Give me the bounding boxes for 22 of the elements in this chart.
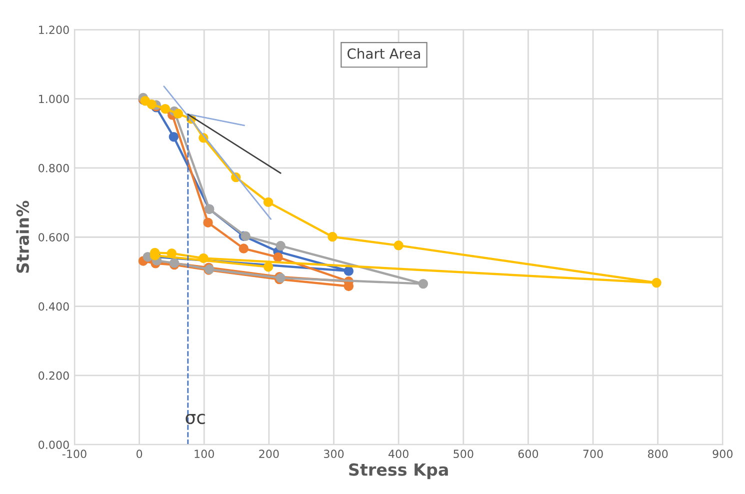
- x-tick-label: 400: [388, 450, 408, 458]
- x-tick-label: 300: [324, 450, 344, 458]
- y-tick-label: 0.200: [38, 371, 69, 380]
- y-tick-label: 1.000: [39, 94, 69, 104]
- x-tick-label: 600: [518, 450, 538, 458]
- x-axis-title: Stress Kpa: [349, 463, 448, 480]
- y-tick-label: 0.600: [38, 233, 69, 242]
- y-tick-label: 1.200: [39, 26, 69, 34]
- x-tick-label: 800: [648, 450, 668, 458]
- annotation: Chart Area: [348, 48, 420, 59]
- y-axis-title: Strain%: [16, 200, 30, 273]
- x-tick-label: 500: [454, 450, 474, 458]
- y-tick-label: 0.400: [38, 302, 69, 311]
- x-tick-label: 700: [583, 450, 603, 458]
- y-tick-label: 0.800: [38, 164, 69, 172]
- x-tick-label: 900: [712, 450, 733, 458]
- y-tick-label: 0.000: [38, 440, 69, 449]
- x-tick-label: 0: [136, 450, 142, 458]
- x-tick-label: 200: [259, 450, 279, 458]
- annotation: σc: [186, 414, 205, 424]
- x-tick-label: -100: [62, 450, 86, 458]
- x-tick-label: 100: [194, 450, 214, 458]
